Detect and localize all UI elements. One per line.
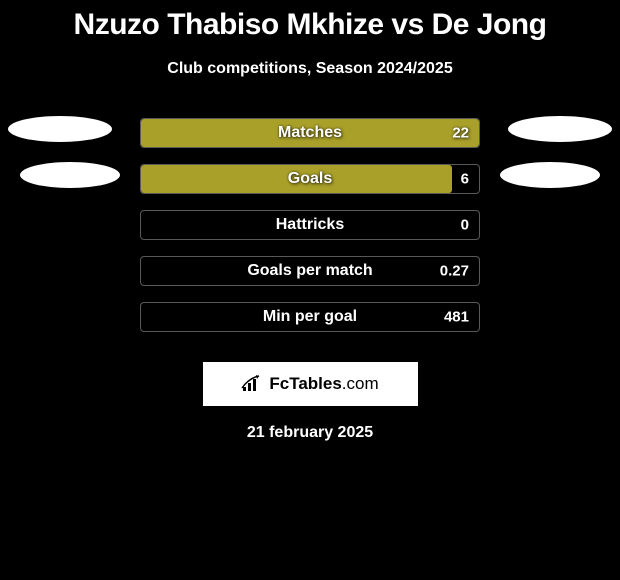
stat-bar-min-per-goal: Min per goal 481 [140, 302, 480, 332]
stat-row: Goals 6 [0, 156, 620, 202]
stat-bar-goals: Goals 6 [140, 164, 480, 194]
stat-row: Hattricks 0 [0, 202, 620, 248]
stat-bar-matches: Matches 22 [140, 118, 480, 148]
date-label: 21 february 2025 [0, 424, 620, 442]
stat-label: Matches [141, 124, 479, 142]
subtitle: Club competitions, Season 2024/2025 [0, 60, 620, 78]
stats-area: Matches 22 Goals 6 Hattricks 0 Goals per… [0, 110, 620, 340]
chart-icon [241, 375, 263, 393]
logo-text: FcTables.com [269, 374, 378, 394]
fctables-logo[interactable]: FcTables.com [203, 362, 418, 406]
stat-bar-hattricks: Hattricks 0 [140, 210, 480, 240]
page-title: Nzuzo Thabiso Mkhize vs De Jong [0, 0, 620, 42]
stat-row: Matches 22 [0, 110, 620, 156]
stat-label: Goals per match [141, 262, 479, 280]
stat-value: 6 [461, 171, 469, 188]
stat-label: Min per goal [141, 308, 479, 326]
stat-value: 481 [444, 309, 469, 326]
stat-value: 0.27 [440, 263, 469, 280]
stat-bar-goals-per-match: Goals per match 0.27 [140, 256, 480, 286]
stat-label: Goals [141, 170, 479, 188]
stat-value: 22 [452, 125, 469, 142]
stat-label: Hattricks [141, 216, 479, 234]
stat-row: Min per goal 481 [0, 294, 620, 340]
stat-row: Goals per match 0.27 [0, 248, 620, 294]
stat-value: 0 [461, 217, 469, 234]
